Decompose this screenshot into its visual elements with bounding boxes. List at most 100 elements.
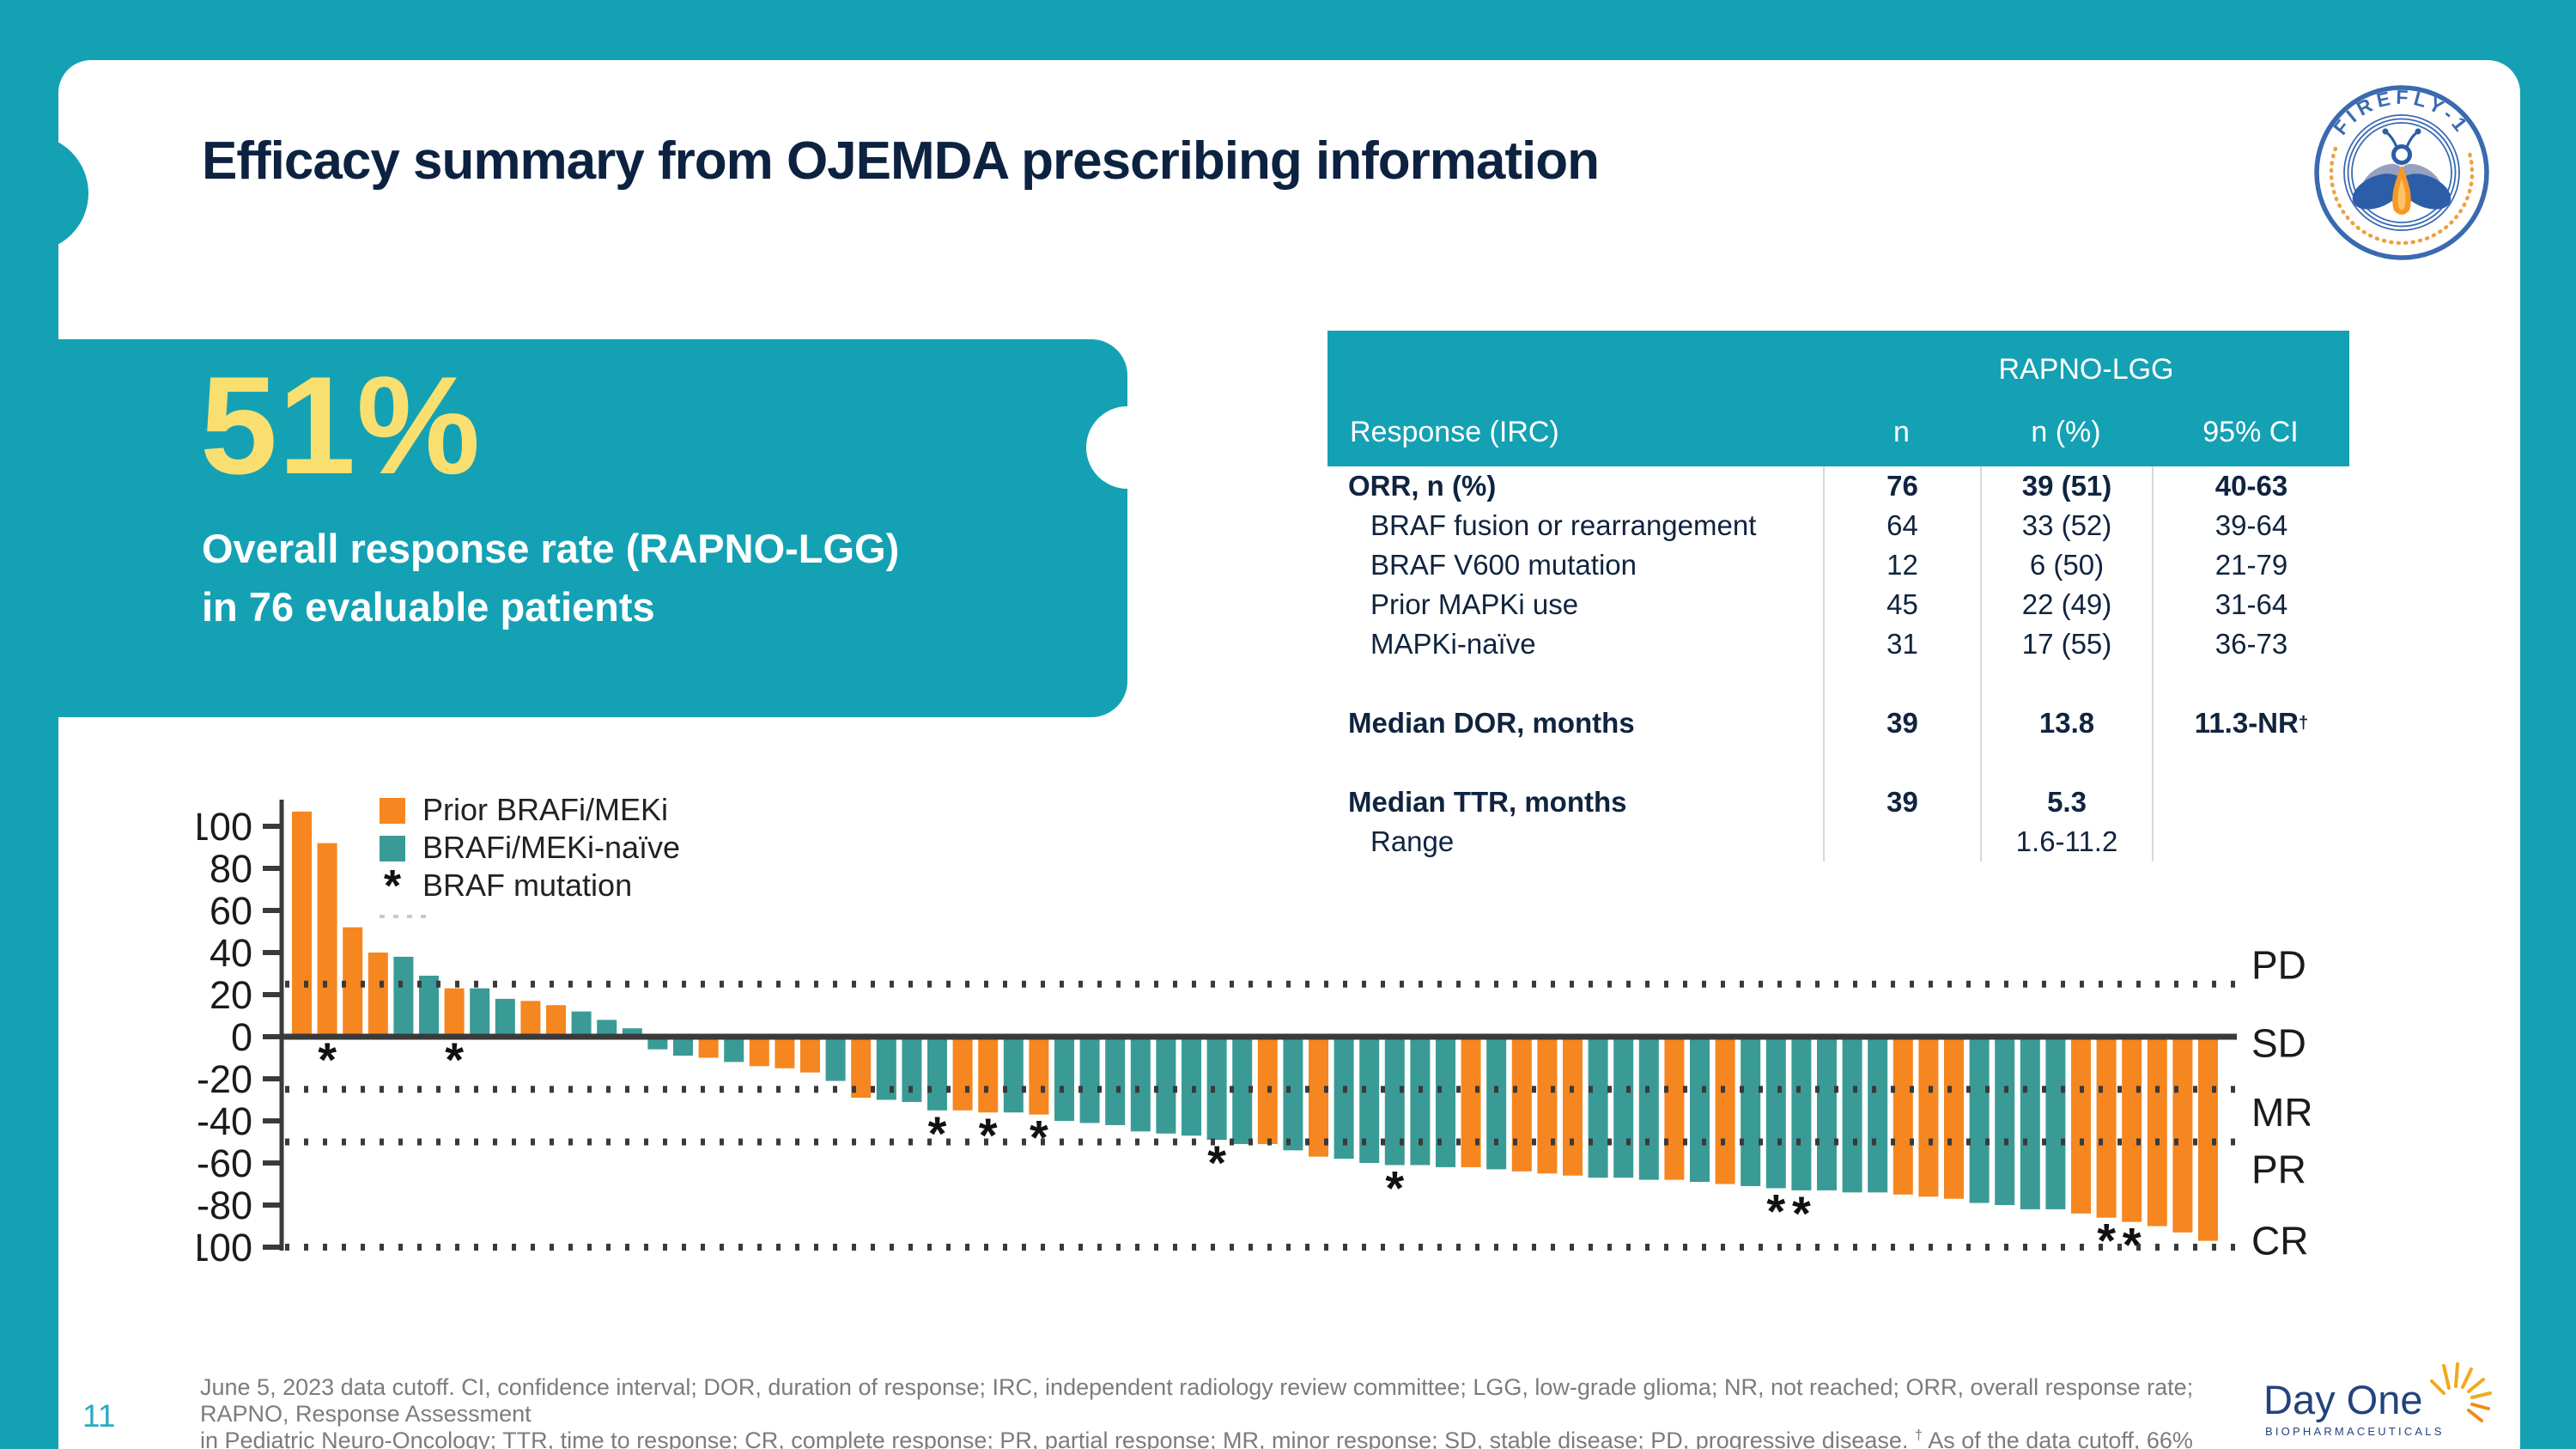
patient-bar (1283, 1037, 1303, 1151)
y-axis-tick-label: -20 (197, 1057, 252, 1101)
table-cell (1327, 743, 1823, 782)
table-cell: 12 (1823, 545, 1980, 585)
table-spacer-row (1327, 743, 2349, 782)
patient-bar (1664, 1037, 1685, 1180)
patient-bar (2172, 1037, 2193, 1233)
table-cell (1980, 664, 2152, 703)
patient-bar (495, 998, 515, 1037)
table-cell: 36-73 (2152, 624, 2349, 664)
braf-mutation-asterisk: * (2123, 1218, 2142, 1272)
brand-name: Day One (2263, 1377, 2422, 1422)
legend-asterisk: * (384, 861, 402, 911)
table-cell (1980, 743, 2152, 782)
table-cell: 45 (1823, 585, 1980, 624)
table-cell: BRAF V600 mutation (1370, 549, 1637, 581)
table-row: Median TTR, months 39 5.3 (1327, 782, 2349, 822)
patient-bar (2147, 1037, 2167, 1227)
stat-box-notch (1086, 406, 1169, 489)
table-cell: Range (1370, 825, 1455, 857)
braf-mutation-asterisk: * (928, 1106, 947, 1160)
table-cell (1823, 822, 1980, 861)
patient-bar (1079, 1037, 1100, 1123)
y-axis-tick-label: 80 (210, 847, 252, 891)
table-cell: 22 (49) (1980, 585, 2152, 624)
y-axis-tick-label: 40 (210, 931, 252, 975)
table-cell (1327, 664, 1823, 703)
table-cell: 21-79 (2152, 545, 2349, 585)
y-axis-tick-label: 100 (197, 805, 252, 849)
patient-bar (825, 1037, 846, 1081)
column-header-ci: 95% CI (2202, 416, 2299, 448)
zone-label-sd: SD (2251, 1020, 2306, 1065)
patient-bar (952, 1037, 973, 1111)
patient-bar (1003, 1037, 1024, 1113)
patient-bar (1613, 1037, 1634, 1178)
firefly-icon (2352, 128, 2451, 215)
braf-mutation-asterisk: * (445, 1032, 464, 1087)
table-cell: 31 (1823, 624, 1980, 664)
patient-bar (1944, 1037, 1964, 1199)
patient-bar (1511, 1037, 1532, 1172)
table-cell: 5.3 (1980, 782, 2152, 822)
braf-mutation-asterisk: * (1207, 1135, 1226, 1190)
table-cell: BRAF fusion or rearrangement (1370, 509, 1757, 541)
table-cell: Prior MAPKi use (1370, 588, 1579, 620)
y-axis-tick-label: -100 (197, 1226, 252, 1269)
patient-bar (698, 1037, 719, 1058)
patient-bar (597, 1020, 617, 1037)
patient-bar (1105, 1037, 1126, 1125)
patient-bar (317, 843, 337, 1037)
table-spacer-row (1327, 664, 2349, 703)
braf-mutation-asterisk: * (1030, 1111, 1048, 1165)
patient-bar (978, 1037, 999, 1113)
zone-label-pr: PR (2251, 1147, 2306, 1191)
table-cell: Median TTR, months (1348, 786, 1627, 818)
table-cell: 39 (1823, 782, 1980, 822)
table-cell: 39 (51) (1980, 466, 2152, 506)
orr-description-line1: Overall response rate (RAPNO-LGG) (202, 526, 900, 571)
patient-bar (343, 927, 363, 1037)
patient-bar (1563, 1037, 1583, 1176)
table-cell: 33 (52) (1980, 506, 2152, 545)
column-header-n: n (1893, 416, 1910, 448)
dayone-logo: Day One BIOPHARMACEUTICALS (2263, 1362, 2492, 1438)
legend-swatch-teal (380, 836, 405, 861)
table-cell: Median DOR, months (1348, 707, 1635, 739)
table-row: Prior MAPKi use 45 22 (49) 31-64 (1327, 585, 2349, 624)
table-row: Range 1.6-11.2 (1327, 822, 2349, 861)
patient-bar (1410, 1037, 1431, 1166)
patient-bar (2096, 1037, 2117, 1218)
patient-bar (724, 1037, 744, 1062)
legend-swatch-orange (380, 798, 405, 824)
patient-bar (1359, 1037, 1380, 1163)
patient-bar (1461, 1037, 1481, 1167)
patient-bar (749, 1037, 769, 1067)
patient-bar (1384, 1037, 1405, 1166)
patient-bar (1817, 1037, 1837, 1190)
table-cell: 39 (1823, 703, 1980, 743)
patient-bar (393, 956, 414, 1037)
braf-mutation-asterisk: * (2097, 1214, 2116, 1268)
braf-mutation-asterisk: * (1766, 1184, 1785, 1238)
patient-bar (546, 1005, 566, 1037)
braf-mutation-asterisk: * (979, 1108, 998, 1162)
patient-bar (2020, 1037, 2040, 1209)
table-cell: 39-64 (2152, 506, 2349, 545)
patient-bar (444, 988, 465, 1037)
patient-bar (571, 1011, 592, 1037)
patient-bar (1537, 1037, 1558, 1174)
footnote-line1: June 5, 2023 data cutoff. CI, confidence… (200, 1374, 2194, 1427)
legend-label: BRAF mutation (422, 868, 632, 903)
table-cell: 17 (55) (1980, 624, 2152, 664)
y-axis-tick-label: -80 (197, 1184, 252, 1227)
column-header-response: Response (IRC) (1350, 416, 1559, 448)
footnote: June 5, 2023 data cutoff. CI, confidence… (200, 1374, 2244, 1449)
table-row: ORR, n (%) 76 39 (51) 40-63 (1327, 466, 2349, 506)
braf-mutation-asterisk: * (1792, 1186, 1811, 1240)
patient-bar (1969, 1037, 1990, 1203)
patient-bar (2045, 1037, 2066, 1209)
patient-bar (851, 1037, 872, 1099)
zone-label-pd: PD (2251, 943, 2306, 988)
response-table: RAPNO-LGG Response (IRC) n n (%) 95% CI … (1327, 331, 2349, 861)
patient-bar (775, 1037, 795, 1068)
